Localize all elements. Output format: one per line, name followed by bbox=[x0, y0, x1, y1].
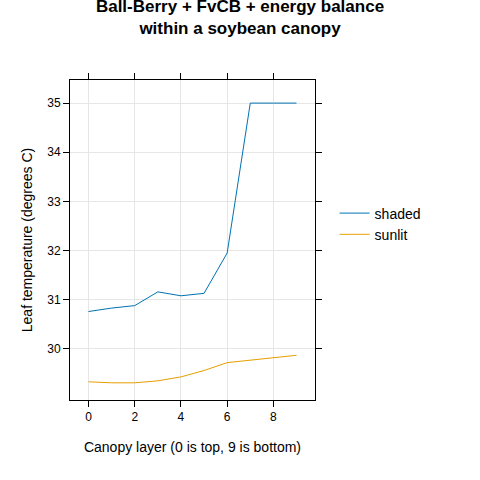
svg-text:0: 0 bbox=[85, 410, 92, 424]
svg-text:Canopy layer (0 is top, 9 is b: Canopy layer (0 is top, 9 is bottom) bbox=[84, 439, 301, 455]
svg-text:8: 8 bbox=[270, 410, 277, 424]
svg-text:35: 35 bbox=[47, 96, 61, 110]
svg-text:Leaf temperature (degrees C): Leaf temperature (degrees C) bbox=[19, 148, 35, 332]
svg-text:31: 31 bbox=[47, 293, 61, 307]
svg-text:33: 33 bbox=[47, 195, 61, 209]
svg-text:Ball-Berry + FvCB + energy bal: Ball-Berry + FvCB + energy balancewithin… bbox=[96, 0, 384, 38]
svg-text:shaded: shaded bbox=[375, 206, 421, 222]
svg-text:32: 32 bbox=[47, 244, 61, 258]
svg-text:6: 6 bbox=[224, 410, 231, 424]
svg-text:4: 4 bbox=[178, 410, 185, 424]
svg-text:30: 30 bbox=[47, 342, 61, 356]
svg-text:34: 34 bbox=[47, 145, 61, 159]
svg-text:sunlit: sunlit bbox=[375, 227, 408, 243]
svg-text:2: 2 bbox=[131, 410, 138, 424]
